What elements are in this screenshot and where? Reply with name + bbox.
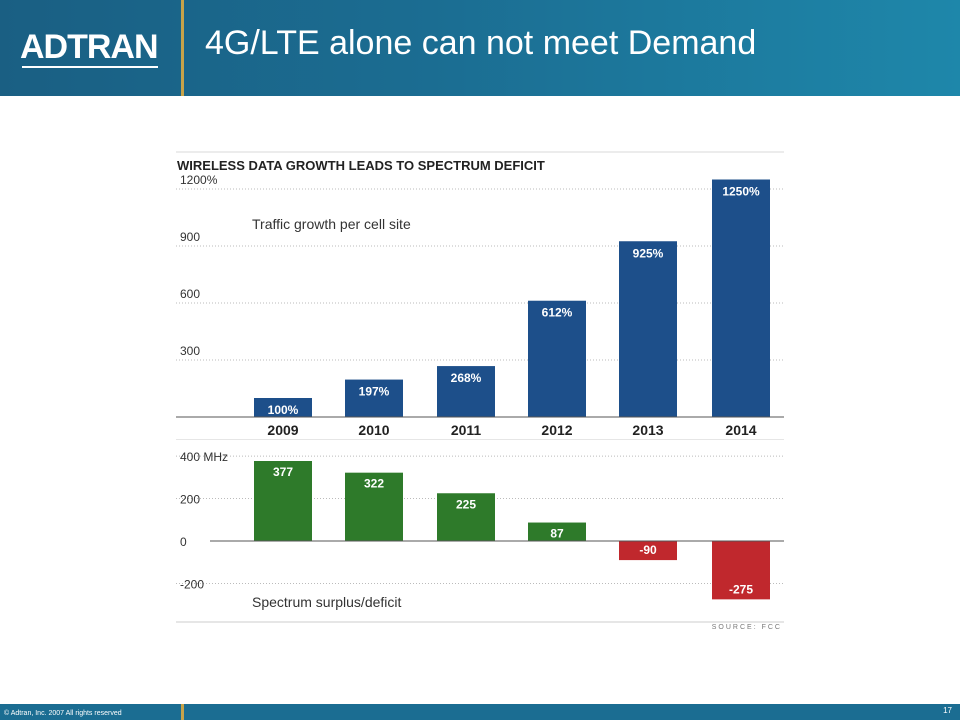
source-note: SOURCE: FCC bbox=[712, 624, 782, 631]
spectrum-bar-2014 bbox=[712, 541, 770, 600]
top-y-tick-label: 1200% bbox=[180, 173, 218, 187]
spectrum-bar-2011 bbox=[437, 493, 495, 541]
spectrum-bar-label: 87 bbox=[550, 527, 564, 541]
spectrum-bar-label: -90 bbox=[639, 543, 657, 557]
bottom-annotation: Spectrum surplus/deficit bbox=[252, 594, 402, 610]
x-category-label: 2011 bbox=[451, 422, 482, 438]
traffic-bar-2011 bbox=[437, 366, 495, 417]
spectrum-bar-label: -275 bbox=[729, 582, 753, 596]
logo-underline bbox=[22, 66, 158, 68]
traffic-bar-2014 bbox=[712, 179, 770, 417]
slide-header bbox=[0, 0, 960, 96]
spectrum-bar-label: 377 bbox=[273, 465, 293, 479]
category-strip bbox=[176, 418, 784, 440]
x-category-label: 2010 bbox=[358, 422, 389, 438]
traffic-bar-label: 197% bbox=[359, 385, 390, 399]
x-category-label: 2009 bbox=[267, 422, 298, 438]
traffic-bar-label: 1250% bbox=[722, 185, 760, 199]
chart-title-band bbox=[176, 151, 784, 178]
traffic-bar-label: 100% bbox=[268, 403, 299, 417]
x-category-label: 2013 bbox=[632, 422, 663, 438]
traffic-bar-label: 268% bbox=[451, 371, 482, 385]
page-number: 17 bbox=[943, 706, 952, 715]
bottom-y-tick-label: -200 bbox=[180, 577, 204, 591]
traffic-bar-2010 bbox=[345, 379, 403, 417]
top-annotation: Traffic growth per cell site bbox=[252, 216, 411, 232]
adtran-logo: ADTRAN bbox=[20, 28, 159, 66]
bottom-y-tick-label: 200 bbox=[180, 493, 200, 507]
top-y-tick-label: 600 bbox=[180, 287, 200, 301]
spectrum-bar-2010 bbox=[345, 472, 403, 541]
traffic-bar-2012 bbox=[528, 300, 586, 417]
x-category-label: 2014 bbox=[725, 422, 756, 438]
spectrum-bar-2013 bbox=[619, 541, 677, 561]
slide-title: 4G/LTE alone can not meet Demand bbox=[205, 24, 757, 62]
traffic-bar-label: 612% bbox=[542, 306, 573, 320]
copyright-text: © Adtran, Inc. 2007 All rights reserved bbox=[4, 710, 122, 717]
top-y-tick-label: 300 bbox=[180, 344, 200, 358]
footer-divider bbox=[181, 704, 184, 720]
chart-title: WIRELESS DATA GROWTH LEADS TO SPECTRUM D… bbox=[177, 158, 545, 173]
traffic-bar-label: 925% bbox=[633, 246, 664, 260]
header-divider bbox=[181, 0, 184, 96]
spectrum-bar-2012 bbox=[528, 522, 586, 541]
chart-figure: WIRELESS DATA GROWTH LEADS TO SPECTRUM D… bbox=[176, 151, 784, 631]
traffic-bar-2009 bbox=[254, 398, 312, 417]
bottom-y-tick-label: 0 bbox=[180, 535, 187, 549]
x-category-label: 2012 bbox=[541, 422, 572, 438]
slide-footer bbox=[0, 704, 960, 720]
top-y-tick-label: 900 bbox=[180, 230, 200, 244]
spectrum-bar-2009 bbox=[254, 461, 312, 541]
spectrum-bar-label: 225 bbox=[456, 497, 476, 511]
bottom-y-tick-label: 400 MHz bbox=[180, 450, 228, 464]
spectrum-bar-label: 322 bbox=[364, 477, 384, 491]
traffic-bar-2013 bbox=[619, 241, 677, 417]
